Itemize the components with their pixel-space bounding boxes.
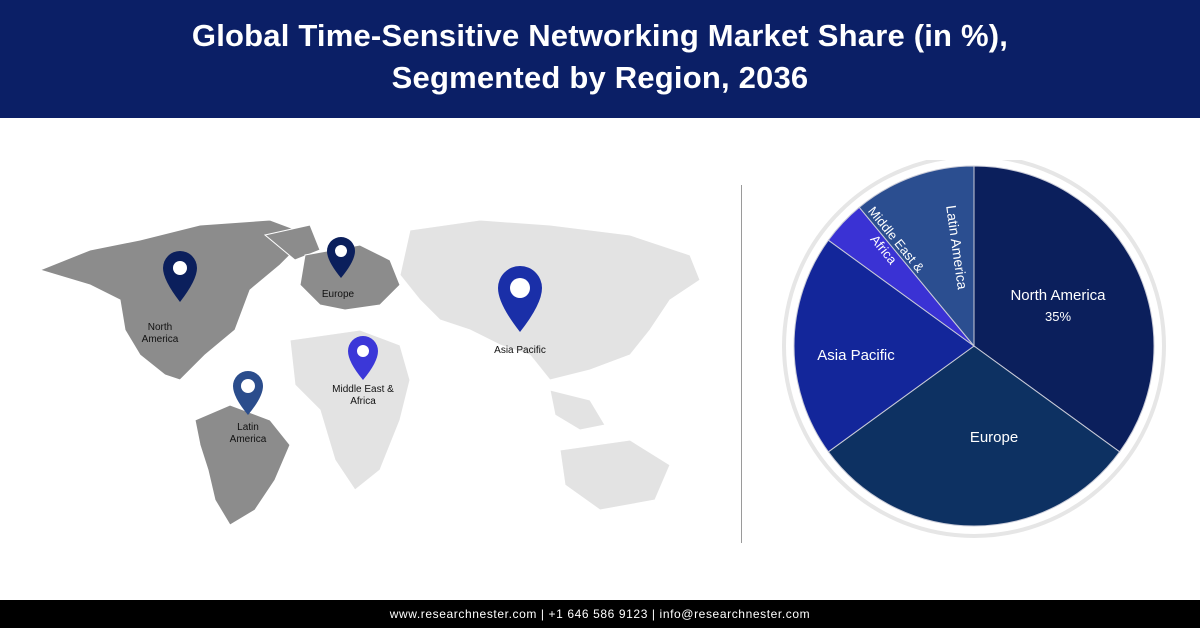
pin-label-north-america-2: America [142, 334, 179, 345]
vertical-divider [741, 185, 742, 543]
pin-north-america[interactable]: North America [142, 251, 197, 345]
pie-chart: North America 35% Europe Asia Pacific Mi… [782, 160, 1166, 538]
pin-hole [241, 379, 255, 393]
pin-hole [510, 278, 530, 298]
pin-hole [335, 245, 347, 257]
pin-latin-america[interactable]: Latin America [230, 371, 267, 445]
chart-title-line-1: Global Time-Sensitive Networking Market … [191, 18, 1009, 53]
slice-value-north-america: 35% [1045, 309, 1071, 324]
world-landmass [289, 219, 701, 511]
footer-contact: www.researchnester.com | +1 646 586 9123… [0, 600, 1200, 628]
map-pin-icon [348, 336, 378, 380]
pie-slice-asia-pacific[interactable] [793, 239, 975, 453]
title-banner: Global Time-Sensitive Networking Market … [0, 0, 1200, 118]
slice-label-north-america: North America [1010, 287, 1106, 304]
pie-slice-europe[interactable] [827, 345, 1121, 527]
map-pin-icon [327, 237, 355, 278]
pin-label-mea-2: Africa [350, 396, 376, 407]
pin-label-north-america-1: North [148, 322, 172, 333]
slice-label-asia-pacific: Asia Pacific [817, 347, 895, 364]
pin-hole [357, 345, 369, 357]
pin-label-asia-pacific: Asia Pacific [494, 345, 546, 356]
pin-europe[interactable]: Europe [322, 237, 355, 300]
pin-middle-east-africa[interactable]: Middle East & Africa [332, 336, 394, 407]
pie-slices [793, 165, 1155, 527]
pie-slice-north-america[interactable] [973, 165, 1155, 453]
highlighted-regions [38, 219, 401, 526]
map-pin-icon [498, 266, 542, 332]
chart-title-line-2: Segmented by Region, 2036 [391, 60, 809, 95]
pin-label-mea-1: Middle East & [332, 384, 394, 395]
pin-asia-pacific[interactable]: Asia Pacific [494, 266, 546, 356]
pie-slice-latin-america[interactable] [858, 165, 975, 348]
pin-label-latin-america-2: America [230, 434, 267, 445]
slice-label-europe: Europe [970, 429, 1018, 446]
world-map: North America Europe Asia Pacific Middle… [38, 219, 701, 526]
pin-label-latin-america-1: Latin [237, 422, 259, 433]
pin-hole [173, 261, 187, 275]
map-pin-icon [163, 251, 197, 302]
pin-label-europe: Europe [322, 289, 355, 300]
